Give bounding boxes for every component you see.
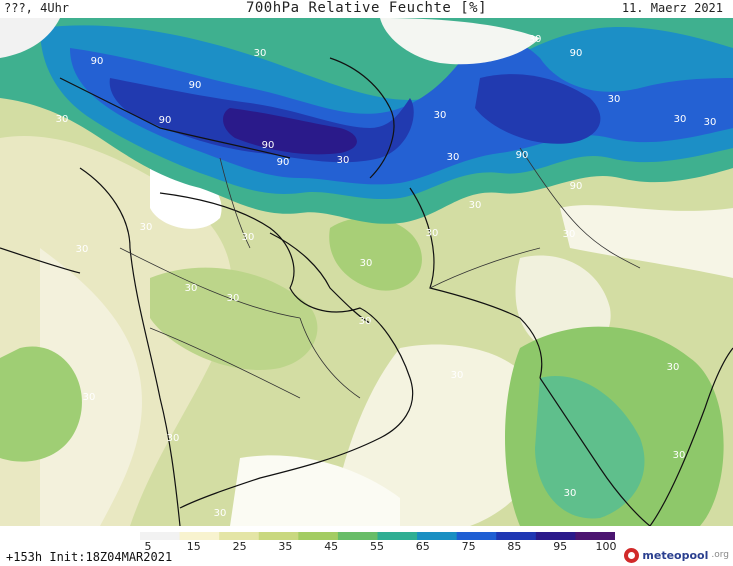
map-title: 700hPa Relative Feuchte [%] xyxy=(245,0,488,16)
colorbar-swatch xyxy=(140,532,181,540)
humidity-map: 90 90 90 90 90 90 90 90 30 30 30 30 30 3… xyxy=(0,18,733,526)
contour-label: 90 xyxy=(516,150,529,161)
colorbar-tick-label: 100 xyxy=(595,540,617,553)
contour-label: 30 xyxy=(674,114,687,125)
contour-label: 30 xyxy=(76,244,89,255)
init-time-label: +153h Init:18Z04MAR2021 xyxy=(6,550,173,564)
colorbar-swatch xyxy=(377,532,418,540)
contour-label: 30 xyxy=(214,508,227,519)
colorbar-tick-label: 45 xyxy=(324,540,339,553)
colorbar-swatch xyxy=(219,532,260,540)
colorbar-tick-label: 55 xyxy=(370,540,384,553)
contour-label: 30 xyxy=(337,155,350,166)
contour-label: 90 xyxy=(262,140,275,151)
contour-label: 30 xyxy=(608,94,621,105)
footer-bar: 5 15 25 35 45 55 65 75 85 95 100 +153h Init:18Z04M… xyxy=(0,526,733,566)
brand-tld: .org xyxy=(711,550,729,560)
contour-label: 90 xyxy=(570,48,583,59)
contour-label: 30 xyxy=(673,450,686,461)
contour-label: 90 xyxy=(277,157,290,168)
contour-label: 30 xyxy=(667,362,680,373)
contour-label: 30 xyxy=(426,228,439,239)
colorbar-tick-label: 25 xyxy=(232,540,247,553)
header-bar: ???, 4Uhr 700hPa Relative Feuchte [%] 11… xyxy=(0,0,733,18)
colorbar-tick-label: 5 xyxy=(144,540,152,553)
colorbar-swatch xyxy=(535,532,576,540)
colorbar-tick-label: 15 xyxy=(186,540,201,553)
contour-label: 90 xyxy=(570,181,583,192)
humidity-field: 90 90 90 90 90 90 90 90 30 30 30 30 30 3… xyxy=(0,18,733,526)
colorbar-tick-label: 35 xyxy=(278,540,293,553)
colorbar xyxy=(140,532,615,540)
contour-label: 30 xyxy=(447,152,460,163)
brand-name: meteopool xyxy=(642,548,709,562)
contour-label: 30 xyxy=(359,316,372,327)
contour-label: 30 xyxy=(469,200,482,211)
brand-logo[interactable]: meteopool .org xyxy=(624,546,729,564)
colorbar-swatch xyxy=(298,532,339,540)
contour-label: 30 xyxy=(56,114,69,125)
colorbar-tick-label: 75 xyxy=(461,540,476,553)
meteopool-logo-icon xyxy=(624,547,640,563)
contour-label: 30 xyxy=(242,232,255,243)
colorbar-tick-label: 65 xyxy=(415,540,430,553)
contour-label: 30 xyxy=(529,34,542,45)
contour-label: 30 xyxy=(704,117,717,128)
colorbar-swatch xyxy=(496,532,537,540)
contour-label: 30 xyxy=(451,370,464,381)
contour-label: 30 xyxy=(185,283,198,294)
colorbar-swatch xyxy=(337,532,378,540)
contour-label: 30 xyxy=(360,258,373,269)
contour-label: 30 xyxy=(564,488,577,499)
contour-label: 30 xyxy=(434,110,447,121)
contour-label: 30 xyxy=(227,293,240,304)
colorbar-tick-label: 95 xyxy=(553,540,568,553)
colorbar-swatch xyxy=(456,532,497,540)
valid-date-label: 11. Maerz 2021 xyxy=(621,1,723,15)
contour-label: 30 xyxy=(167,433,180,444)
colorbar-swatch xyxy=(575,532,615,540)
contour-label: 90 xyxy=(189,80,202,91)
contour-label: 30 xyxy=(254,48,267,59)
colorbar-swatch xyxy=(258,532,299,540)
valid-day-label: ???, 4Uhr xyxy=(4,1,70,15)
contour-label: 90 xyxy=(159,115,172,126)
contour-label: 90 xyxy=(91,56,104,67)
colorbar-tick-label: 85 xyxy=(507,540,522,553)
contour-label: 30 xyxy=(140,222,153,233)
colorbar-swatch xyxy=(417,532,458,540)
colorbar-swatch xyxy=(179,532,220,540)
contour-label: 30 xyxy=(563,229,576,240)
contour-label: 30 xyxy=(83,392,96,403)
